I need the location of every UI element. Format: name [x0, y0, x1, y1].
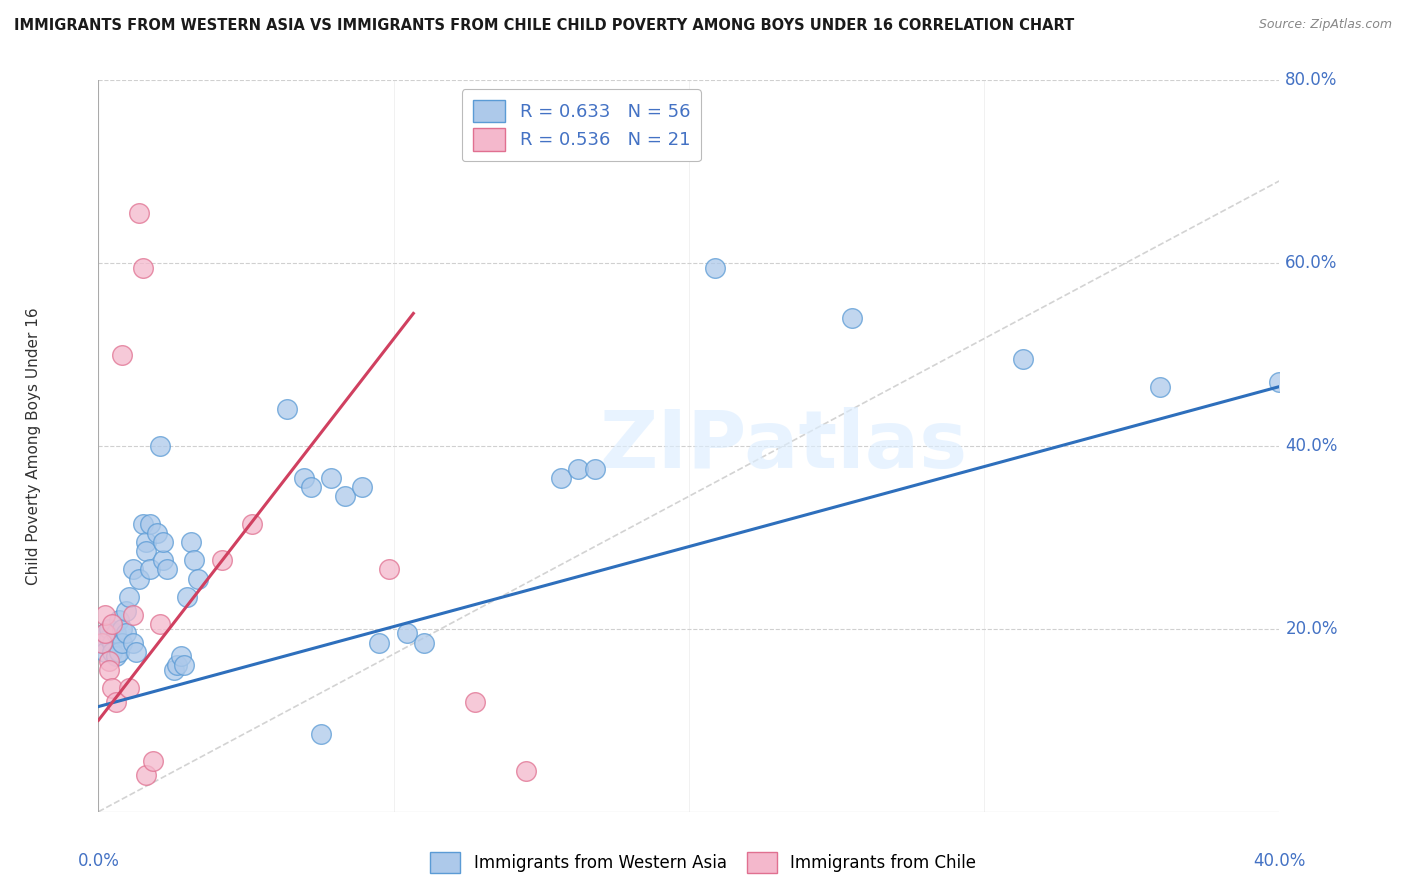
Point — [111, 622, 134, 636]
Point — [1011, 352, 1033, 367]
Point — [111, 635, 134, 649]
Point — [163, 663, 186, 677]
Point — [125, 645, 148, 659]
Point — [104, 626, 127, 640]
Point — [583, 462, 606, 476]
Text: Source: ZipAtlas.com: Source: ZipAtlas.com — [1258, 18, 1392, 31]
Point — [841, 311, 863, 326]
Point — [152, 535, 174, 549]
Point — [90, 635, 112, 649]
Point — [292, 471, 315, 485]
Point — [132, 516, 155, 531]
Point — [176, 590, 198, 604]
Point — [187, 572, 209, 586]
Point — [121, 635, 143, 649]
Point — [183, 553, 205, 567]
Text: 80.0%: 80.0% — [1285, 71, 1337, 89]
Text: 60.0%: 60.0% — [1285, 254, 1337, 272]
Point — [378, 562, 401, 576]
Point — [121, 608, 143, 623]
Point — [142, 755, 165, 769]
Point — [128, 206, 150, 220]
Point — [104, 695, 127, 709]
Point — [132, 260, 155, 275]
Point — [114, 603, 136, 617]
Point — [276, 402, 298, 417]
Point — [1268, 375, 1291, 389]
Point — [111, 348, 134, 362]
Point — [94, 645, 117, 659]
Point — [180, 535, 202, 549]
Point — [108, 613, 131, 627]
Point — [395, 626, 418, 640]
Text: 20.0%: 20.0% — [1285, 620, 1339, 638]
Point — [321, 471, 343, 485]
Point — [333, 489, 356, 503]
Point — [350, 480, 373, 494]
Point — [156, 562, 179, 576]
Point — [135, 544, 157, 558]
Text: 40.0%: 40.0% — [1253, 852, 1306, 870]
Point — [139, 516, 162, 531]
Point — [121, 562, 143, 576]
Text: 0.0%: 0.0% — [77, 852, 120, 870]
Point — [101, 681, 124, 696]
Legend: R = 0.633   N = 56, R = 0.536   N = 21: R = 0.633 N = 56, R = 0.536 N = 21 — [461, 89, 700, 161]
Point — [139, 562, 162, 576]
Point — [173, 658, 195, 673]
Point — [166, 658, 188, 673]
Point — [515, 764, 537, 778]
Point — [101, 617, 124, 632]
Point — [464, 695, 486, 709]
Point — [299, 480, 322, 494]
Text: Child Poverty Among Boys Under 16: Child Poverty Among Boys Under 16 — [25, 307, 41, 585]
Point — [97, 631, 120, 645]
Text: IMMIGRANTS FROM WESTERN ASIA VS IMMIGRANTS FROM CHILE CHILD POVERTY AMONG BOYS U: IMMIGRANTS FROM WESTERN ASIA VS IMMIGRAN… — [14, 18, 1074, 33]
Point — [94, 608, 117, 623]
Legend: Immigrants from Western Asia, Immigrants from Chile: Immigrants from Western Asia, Immigrants… — [423, 846, 983, 880]
Point — [149, 617, 172, 632]
Point — [118, 681, 141, 696]
Point — [550, 471, 572, 485]
Point — [1149, 379, 1171, 393]
Point — [94, 626, 117, 640]
Point — [135, 535, 157, 549]
Point — [94, 626, 117, 640]
Point — [412, 635, 434, 649]
Point — [101, 635, 124, 649]
Point — [114, 626, 136, 640]
Point — [242, 516, 264, 531]
Point — [128, 572, 150, 586]
Point — [368, 635, 391, 649]
Point — [211, 553, 233, 567]
Point — [97, 622, 120, 636]
Point — [169, 649, 191, 664]
Point — [152, 553, 174, 567]
Point — [145, 525, 167, 540]
Point — [97, 654, 120, 668]
Point — [90, 635, 112, 649]
Point — [309, 727, 332, 741]
Text: ZIPatlas: ZIPatlas — [599, 407, 967, 485]
Point — [101, 645, 124, 659]
Point — [135, 768, 157, 782]
Text: 40.0%: 40.0% — [1285, 437, 1337, 455]
Point — [118, 590, 141, 604]
Point — [567, 462, 589, 476]
Point — [104, 649, 127, 664]
Point — [703, 260, 725, 275]
Point — [149, 439, 172, 453]
Point — [108, 645, 131, 659]
Point — [97, 663, 120, 677]
